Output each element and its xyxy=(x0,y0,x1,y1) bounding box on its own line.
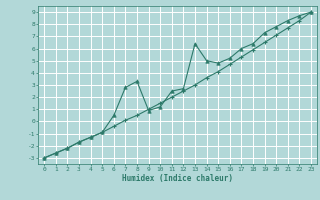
X-axis label: Humidex (Indice chaleur): Humidex (Indice chaleur) xyxy=(122,174,233,183)
